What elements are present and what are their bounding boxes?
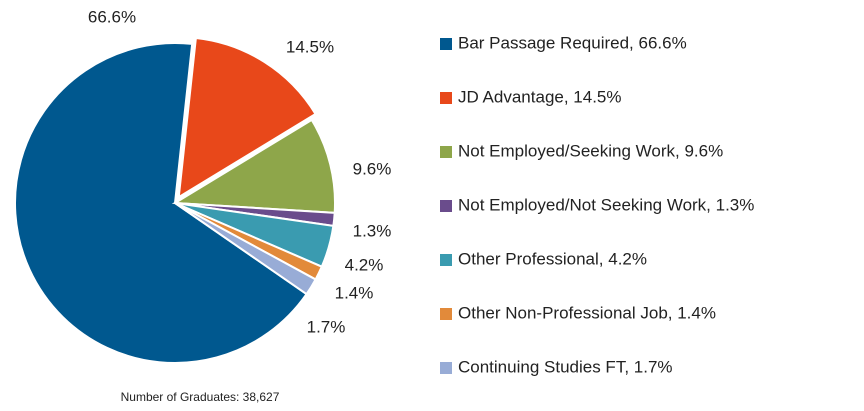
data-label: 1.3% xyxy=(353,221,392,240)
legend-swatch xyxy=(440,308,452,320)
legend-swatch xyxy=(440,254,452,266)
legend-label: Other Non-Professional Job, 1.4% xyxy=(458,303,716,322)
legend-label: Not Employed/Seeking Work, 9.6% xyxy=(458,141,723,160)
pie-slice xyxy=(171,118,336,214)
legend-label: Other Professional, 4.2% xyxy=(458,249,647,268)
legend-swatch xyxy=(440,92,452,104)
pie-slice xyxy=(177,36,317,199)
pie-slice xyxy=(174,202,317,296)
legend-swatch xyxy=(440,146,452,158)
data-label: 1.4% xyxy=(335,283,374,302)
legend-label: Continuing Studies FT, 1.7% xyxy=(458,357,673,376)
annotation: Number of Graduates: 38,627 xyxy=(121,390,280,404)
legend-swatch xyxy=(440,200,452,212)
legend-swatch xyxy=(440,362,452,374)
data-label: 1.7% xyxy=(307,317,346,336)
legend-swatch xyxy=(440,38,452,50)
pie-slice xyxy=(14,42,308,364)
legend-label: Not Employed/Not Seeking Work, 1.3% xyxy=(458,195,754,214)
data-label: 14.5% xyxy=(286,37,334,56)
legend-label: JD Advantage, 14.5% xyxy=(458,87,622,106)
legend-label: Bar Passage Required, 66.6% xyxy=(458,33,687,52)
data-label: 9.6% xyxy=(353,159,392,178)
data-label: 66.6% xyxy=(88,7,136,26)
data-label: 4.2% xyxy=(345,255,384,274)
